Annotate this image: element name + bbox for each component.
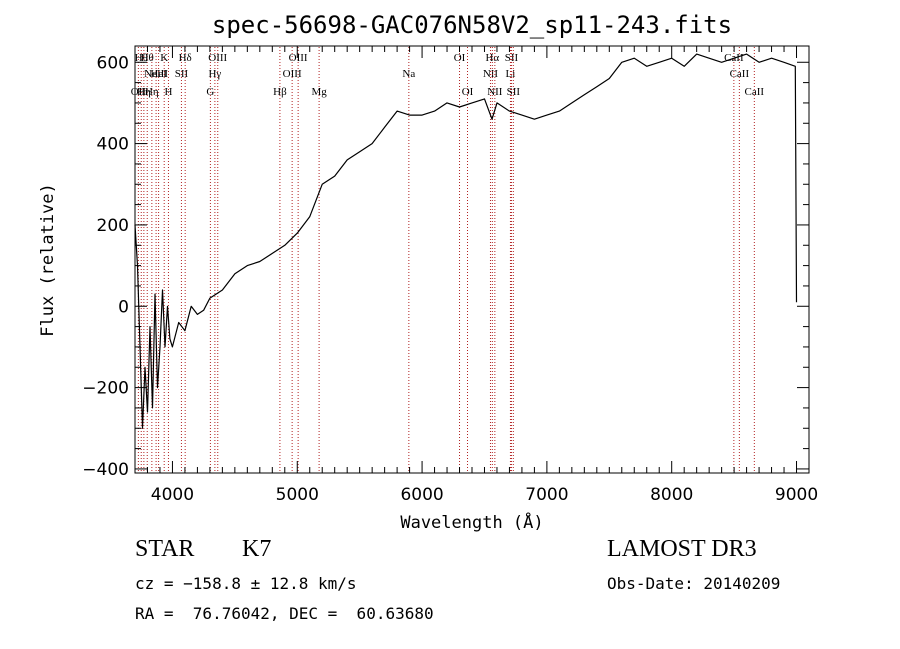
line-marker-label: OIII xyxy=(208,52,227,64)
line-marker-label: CaII xyxy=(745,86,765,98)
y-tick-label: −400 xyxy=(82,460,129,480)
x-tick-label: 6000 xyxy=(400,485,443,505)
y-axis-label: Flux (relative) xyxy=(38,183,58,337)
line-marker-label: NII xyxy=(483,68,499,80)
redshift-velocity: cz = −158.8 ± 12.8 km/s xyxy=(135,574,357,593)
flux-line xyxy=(134,53,798,429)
line-marker-label: G xyxy=(206,86,214,98)
plot-frame xyxy=(134,45,810,474)
x-tick-label: 9000 xyxy=(775,485,818,505)
line-marker-label: Hη xyxy=(145,86,159,98)
y-tick-label: 200 xyxy=(97,216,129,236)
x-axis-ticks: 4000 5000 6000 7000 8000 9000 xyxy=(134,46,818,505)
object-class: STAR xyxy=(135,536,195,562)
emission-line-markers: OIIHθHηHθHηNeIIIHeIKHSIIHδGHγOIIIHβOIIIO… xyxy=(131,47,765,472)
y-tick-label: 400 xyxy=(97,135,129,155)
line-marker-label: SII xyxy=(505,52,519,64)
line-marker-label: Na xyxy=(402,68,415,80)
line-marker-label: Hθ xyxy=(141,52,154,64)
line-marker-label: OI xyxy=(462,86,474,98)
survey-name: LAMOST DR3 xyxy=(607,536,757,562)
line-marker-label: Hγ xyxy=(208,68,221,80)
spectral-subclass: K7 xyxy=(242,536,272,562)
line-marker-label: OI xyxy=(454,52,466,64)
x-axis-label: Wavelength (Å) xyxy=(400,511,543,533)
line-marker-label: OIII xyxy=(283,68,302,80)
y-axis-ticks: −400 −200 0 200 400 600 xyxy=(82,53,809,480)
x-tick-label: 5000 xyxy=(276,485,319,505)
coordinates: RA = 76.76042, DEC = 60.63680 xyxy=(135,604,434,623)
y-tick-label: 0 xyxy=(118,297,129,317)
chart-title: spec-56698-GAC076N58V2_sp11-243.fits xyxy=(212,11,732,39)
line-marker-label: Mg xyxy=(311,86,327,98)
line-marker-label: Li xyxy=(506,68,516,80)
flux-series xyxy=(134,53,798,429)
y-tick-label: 600 xyxy=(97,53,129,73)
line-marker-label: OIII xyxy=(289,52,308,64)
y-tick-label: −200 xyxy=(82,379,129,399)
observation-date: Obs-Date: 20140209 xyxy=(607,574,781,593)
line-marker-label: Hθ xyxy=(135,52,148,64)
line-marker-label: NeIII xyxy=(144,68,168,80)
line-marker-label: K xyxy=(160,52,168,64)
x-tick-label: 7000 xyxy=(525,485,568,505)
line-marker-label: Hβ xyxy=(273,86,287,98)
x-tick-label: 4000 xyxy=(151,485,194,505)
line-marker-label: HeI xyxy=(150,68,167,80)
line-marker-label: Hδ xyxy=(179,52,192,64)
line-marker-label: SII xyxy=(175,68,189,80)
line-marker-label: CaII xyxy=(730,68,750,80)
line-marker-label: H xyxy=(164,86,172,98)
line-marker-label: Hα xyxy=(485,52,499,64)
x-tick-label: 8000 xyxy=(650,485,693,505)
line-marker-label: NII xyxy=(487,86,503,98)
line-marker-label: SII xyxy=(507,86,521,98)
